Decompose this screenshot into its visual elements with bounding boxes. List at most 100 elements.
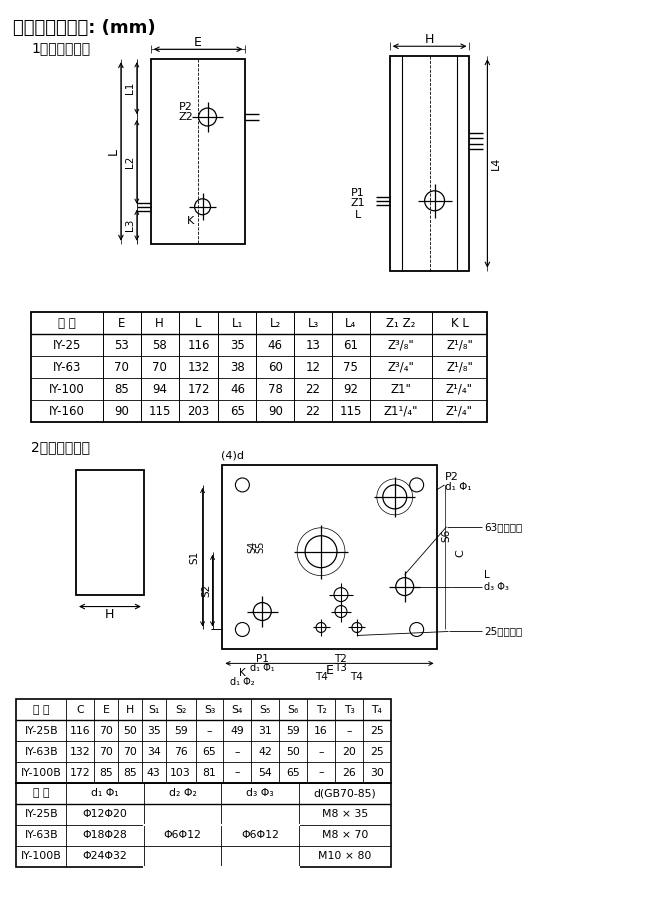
Text: 132: 132 [70,746,90,756]
Text: 38: 38 [230,361,245,374]
Text: 115: 115 [340,404,362,417]
Text: 58: 58 [152,339,167,352]
Text: 59: 59 [286,726,300,736]
Text: 20: 20 [342,746,356,756]
Text: E: E [194,36,202,49]
Text: 59: 59 [174,726,188,736]
Text: d₁ Φ₁: d₁ Φ₁ [444,482,471,492]
Text: L3: L3 [125,219,135,232]
Text: Z1¹/₄": Z1¹/₄" [383,404,418,417]
Text: 116: 116 [188,339,210,352]
Text: d₁ Φ₁: d₁ Φ₁ [250,664,275,674]
Text: 78: 78 [268,382,283,396]
Text: 型 号: 型 号 [33,705,50,715]
Text: 63升无此孔: 63升无此孔 [484,522,523,532]
Text: IY-25B: IY-25B [24,726,58,736]
Text: Z¹/₈": Z¹/₈" [446,339,473,352]
Text: Z¹/₄": Z¹/₄" [446,404,473,417]
Bar [222,465,437,650]
Text: IY-63B: IY-63B [24,746,58,756]
Text: IY-160: IY-160 [49,404,85,417]
Text: 12: 12 [306,361,320,374]
Text: P2: P2 [444,472,458,482]
Text: L2: L2 [125,155,135,168]
Text: 85: 85 [115,382,129,396]
Text: 25: 25 [370,746,384,756]
Text: –: – [346,726,352,736]
Text: 46: 46 [268,339,283,352]
Text: S₂: S₂ [175,705,186,715]
Text: 50: 50 [286,746,300,756]
Text: 35: 35 [230,339,245,352]
Text: 34: 34 [147,746,161,756]
Text: Z³/₄": Z³/₄" [387,361,414,374]
Text: 70: 70 [99,726,113,736]
Text: C: C [456,549,466,557]
Text: Z¹/₈": Z¹/₈" [446,361,473,374]
Text: 65: 65 [230,404,245,417]
Text: Z1": Z1" [391,382,411,396]
Text: Z¹/₄": Z¹/₄" [446,382,473,396]
Text: T2: T2 [334,654,348,664]
Text: L₁: L₁ [232,317,243,330]
Text: 92: 92 [344,382,358,396]
Text: 81: 81 [202,767,216,777]
Text: Z₁ Z₂: Z₁ Z₂ [386,317,415,330]
Text: 22: 22 [306,382,320,396]
Text: L: L [107,148,119,155]
Text: 172: 172 [70,767,90,777]
Text: Φ6Φ12: Φ6Φ12 [163,831,202,840]
Text: 90: 90 [268,404,283,417]
Text: 25: 25 [370,726,384,736]
Text: 13: 13 [306,339,320,352]
Bar [16,783,391,867]
Text: 203: 203 [188,404,210,417]
Text: H: H [105,608,115,621]
Bar [16,699,391,783]
Text: M8 × 70: M8 × 70 [322,831,368,840]
Text: 46: 46 [230,382,245,396]
Text: 85: 85 [99,767,113,777]
Text: L₄: L₄ [345,317,356,330]
Text: L₂: L₂ [269,317,281,330]
Text: 75: 75 [344,361,358,374]
Text: E: E [118,317,125,330]
Text: 60: 60 [268,361,283,374]
Text: IY-100B: IY-100B [21,851,62,861]
Text: M8 × 35: M8 × 35 [322,810,368,820]
Text: K: K [187,216,194,226]
Bar [151,59,245,244]
Text: S2: S2 [202,584,212,597]
Text: L1: L1 [125,82,135,95]
Text: Φ6Φ12: Φ6Φ12 [241,831,279,840]
Text: d(GB70-85): d(GB70-85) [314,789,377,799]
Text: 103: 103 [170,767,191,777]
Text: –: – [234,746,240,756]
Text: 85: 85 [123,767,137,777]
Text: 型 号: 型 号 [58,317,76,330]
Text: 50: 50 [123,726,137,736]
Text: 90: 90 [115,404,129,417]
Text: 70: 70 [99,746,113,756]
Text: P2: P2 [179,102,192,112]
Text: d₃ Φ₃: d₃ Φ₃ [247,789,274,799]
Text: 49: 49 [230,726,245,736]
Text: d₁ Φ₂: d₁ Φ₂ [230,677,255,687]
Text: L₃: L₃ [308,317,319,330]
Text: E: E [326,664,334,677]
Text: 43: 43 [147,767,161,777]
Text: 61: 61 [344,339,358,352]
Text: S₅: S₅ [260,705,271,715]
Text: 54: 54 [259,767,272,777]
Text: T₃: T₃ [344,705,354,715]
Text: S₆: S₆ [287,705,299,715]
Text: –: – [318,746,324,756]
Text: L: L [196,317,202,330]
Text: 70: 70 [115,361,129,374]
Text: M10 × 80: M10 × 80 [318,851,372,861]
Text: Z1: Z1 [350,198,365,208]
Text: 132: 132 [188,361,210,374]
Text: Φ12Φ20: Φ12Φ20 [82,810,127,820]
Text: 42: 42 [259,746,272,756]
Text: T3: T3 [334,664,348,674]
